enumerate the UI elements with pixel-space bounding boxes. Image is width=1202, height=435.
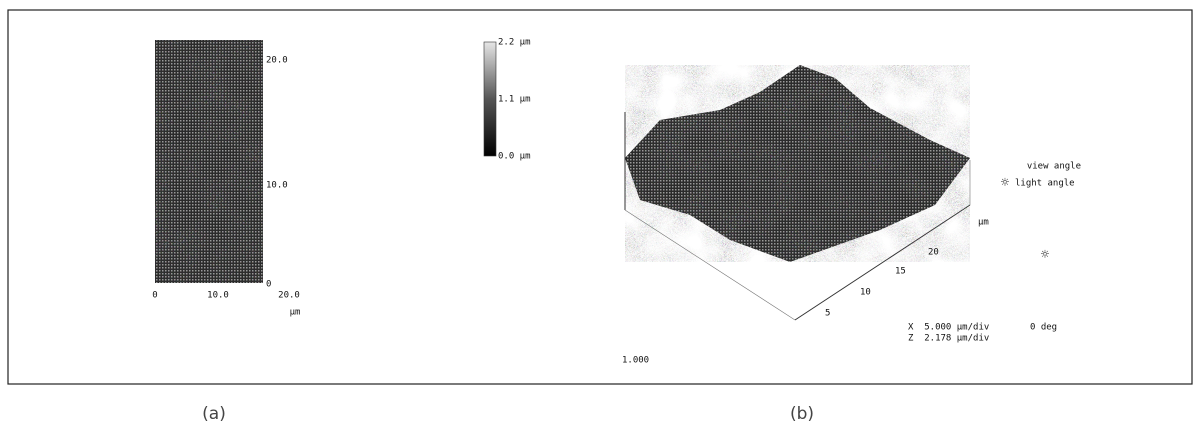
- x-unit: µm: [290, 308, 301, 318]
- surface-texture: [625, 65, 970, 262]
- x-tick-label: 10.0: [207, 291, 229, 301]
- y-tick-label: 20.0: [266, 56, 288, 66]
- sun-icon: ☼: [1001, 175, 1010, 191]
- caption: (a): [202, 404, 226, 424]
- light-angle: light angle: [1015, 179, 1075, 189]
- panel-b: view angle light angle ☼ ☼ µm 20 15 10 5…: [622, 65, 1081, 366]
- colorbar-label: 0.0 µm: [498, 152, 531, 162]
- x-scale: X 5.000 µm/div: [908, 323, 989, 333]
- y-tick-label: 10.0: [266, 181, 288, 191]
- axis-tick-label: 20: [928, 248, 939, 258]
- axis-tick-label: 5: [825, 309, 830, 319]
- y-tick-label: 0: [266, 280, 271, 290]
- sun-icon: ☼: [1041, 247, 1050, 263]
- colorbar-label: 1.1 µm: [498, 95, 531, 105]
- x-tick-label: 0: [152, 291, 157, 301]
- figure: 2.2 µm 1.1 µm 0.0 µm 20.0 10.0 0 0 10.0 …: [0, 0, 1202, 435]
- afm-texture: [155, 40, 263, 283]
- axis-tick-label: 15: [895, 267, 906, 277]
- x-tick-label: 20.0: [278, 291, 300, 301]
- caption: (b): [790, 404, 814, 424]
- aspect: 1.000: [622, 356, 649, 366]
- axis-tick-label: 10: [860, 288, 871, 298]
- z-scale: Z 2.178 µm/div: [908, 334, 989, 344]
- rotation: 0 deg: [1030, 323, 1057, 333]
- colorbar: [484, 42, 496, 156]
- view-angle: view angle: [1027, 162, 1081, 172]
- axis-unit: µm: [978, 218, 989, 228]
- colorbar-label: 2.2 µm: [498, 38, 531, 48]
- panel-a: 2.2 µm 1.1 µm 0.0 µm 20.0 10.0 0 0 10.0 …: [152, 38, 530, 318]
- page: 2.2 µm 1.1 µm 0.0 µm 20.0 10.0 0 0 10.0 …: [0, 0, 1202, 435]
